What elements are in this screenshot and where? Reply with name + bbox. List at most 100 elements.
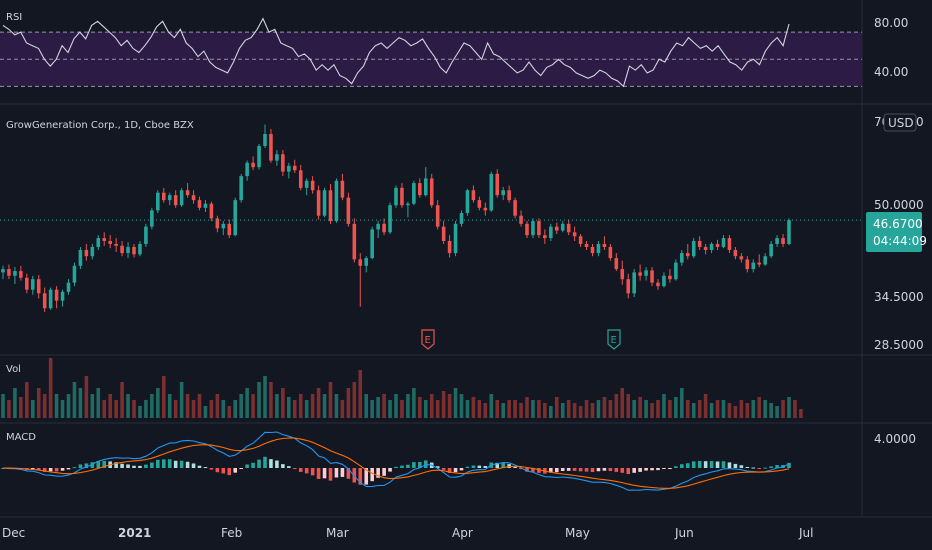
candle-body (554, 226, 559, 231)
volume-bar (554, 397, 559, 418)
candle-body (269, 134, 273, 161)
volume-bar (531, 400, 535, 418)
macd-histogram-bar (608, 468, 613, 472)
volume-bar (245, 388, 249, 418)
candle-body (668, 275, 672, 280)
candle-body (465, 190, 470, 214)
volume-bar (751, 400, 756, 418)
macd-histogram-bar (447, 468, 452, 474)
rsi-line (2, 17, 790, 88)
candle-body (513, 200, 517, 216)
macd-histogram-bar (412, 462, 416, 468)
current-price-badge (866, 212, 922, 252)
macd-histogram-bar (215, 468, 220, 473)
currency-button[interactable] (883, 113, 917, 132)
macd-histogram-bar (334, 468, 339, 478)
macd-histogram-bar (400, 465, 404, 468)
volume-bar (781, 400, 785, 418)
volume-bar (227, 406, 232, 418)
macd-histogram-bar (721, 461, 726, 468)
macd-histogram-bar (697, 460, 702, 468)
time-label-2021: 2021 (118, 526, 151, 540)
volume-bar (257, 382, 261, 418)
volume-bar (233, 400, 238, 418)
macd-histogram-bar (656, 468, 660, 471)
candle-body (310, 180, 315, 191)
macd-histogram-bar (197, 465, 202, 468)
candle-body (209, 203, 214, 219)
macd-histogram-bar (680, 464, 684, 468)
macd-histogram-bar (495, 462, 500, 468)
volume-bar (650, 403, 654, 418)
earnings-marker-2[interactable]: E (607, 329, 621, 350)
volume-bar (632, 400, 636, 418)
macd-histogram-bar (126, 464, 130, 468)
candle-body (560, 223, 565, 231)
candle-body (72, 265, 77, 283)
time-label-jul: Jul (798, 526, 813, 540)
currency-label[interactable]: USD (888, 116, 914, 130)
time-label-jun: Jun (674, 526, 694, 540)
candle-body (334, 180, 339, 222)
macd-histogram-bar (132, 465, 136, 468)
volume-bar (310, 394, 315, 418)
candle-body (114, 243, 118, 246)
volume-bar (352, 382, 357, 418)
candle-body (263, 134, 267, 146)
macd-histogram-bar (584, 468, 589, 472)
candle-body (471, 190, 476, 201)
volume-bar (138, 406, 142, 418)
volume-bar (775, 406, 779, 418)
volume-bar (739, 400, 744, 418)
macd-histogram-bar (620, 468, 625, 473)
macd-histogram-bar (144, 464, 148, 468)
volume-bar (275, 394, 279, 418)
macd-histogram-bar (638, 468, 642, 472)
macd-histogram-bar (787, 462, 791, 468)
volume-bar (721, 400, 726, 418)
volume-bar (507, 400, 511, 418)
price-axis-28: 28.5000 (874, 338, 924, 352)
earnings-marker-1[interactable]: E (421, 329, 435, 350)
macd-histogram-bar (72, 467, 77, 469)
candle-body (144, 226, 148, 244)
volume-bar (560, 403, 565, 418)
candle-body (501, 190, 505, 196)
macd-label: MACD (6, 432, 36, 443)
volume-bar (334, 394, 339, 418)
candle-body (549, 226, 553, 239)
candle-body (7, 269, 11, 276)
macd-histogram-bar (90, 462, 95, 468)
time-label-may: May (565, 526, 590, 540)
macd-signal-line (2, 437, 790, 489)
macd-histogram-bar (298, 468, 303, 472)
candle-body (638, 272, 642, 276)
candle-body (388, 205, 392, 233)
macd-histogram-bar (406, 464, 410, 468)
time-label-dec: Dec (2, 526, 25, 540)
macd-histogram-bar (483, 466, 488, 468)
candle-body (352, 223, 357, 260)
volume-bar (203, 406, 208, 418)
macd-histogram-bar (203, 467, 208, 469)
volume-bar (340, 400, 345, 418)
candle-body (239, 176, 243, 201)
candle-body (84, 250, 89, 257)
macd-histogram-bar (566, 468, 571, 471)
candle-body (25, 277, 29, 290)
candle-body (304, 180, 309, 188)
volume-bar (519, 403, 523, 418)
volume-bar (322, 394, 327, 418)
volume-bar (602, 397, 607, 418)
volume-bar (215, 394, 220, 418)
volume-bar (590, 403, 595, 418)
candle-body (382, 223, 386, 233)
countdown-timer: 04:44:09 (873, 234, 927, 248)
volume-bar (13, 388, 17, 418)
volume-bar (269, 382, 273, 418)
candle-body (745, 259, 750, 270)
candle-body (596, 243, 601, 254)
macd-histogram-bar (66, 468, 71, 470)
volume-bar (54, 394, 59, 418)
